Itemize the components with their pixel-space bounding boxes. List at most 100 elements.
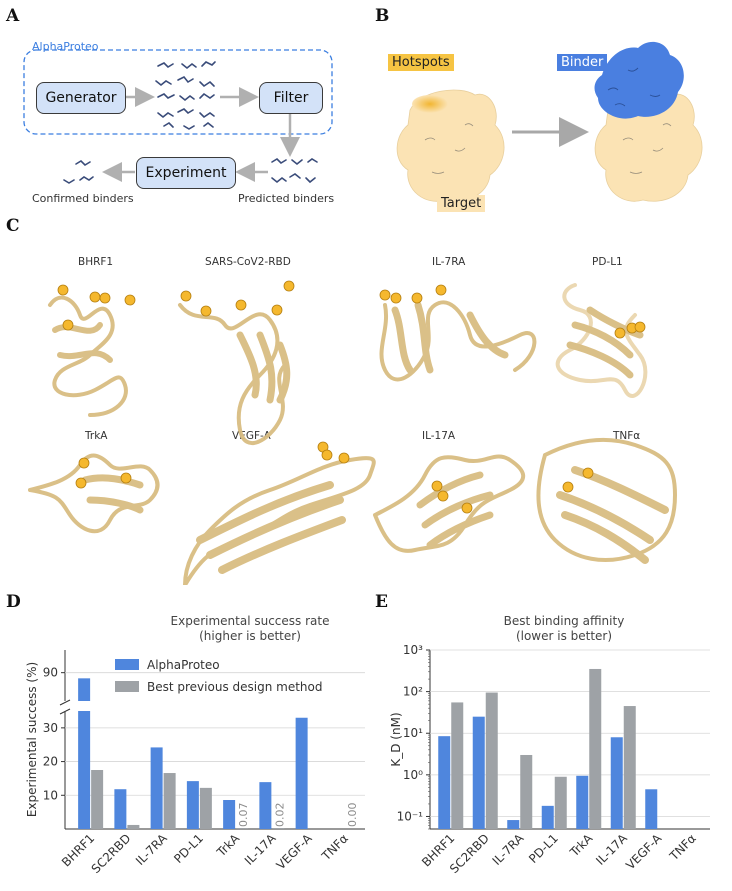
x-tick-label: TNFα <box>666 831 699 864</box>
structure-vegf-a <box>183 456 376 585</box>
x-tick-label: VEGF-A <box>623 831 665 873</box>
bar-previous <box>127 824 140 829</box>
experiment-box: Experiment <box>136 157 236 189</box>
y-axis-label: Experimental success (%) <box>25 662 39 817</box>
confirmed-binders-cluster <box>63 159 94 184</box>
bar-alphaproteo <box>223 800 236 829</box>
x-tick-label: TrkA <box>213 831 242 860</box>
bar-alphaproteo <box>295 717 308 829</box>
structure-il-7ra <box>379 300 537 382</box>
bar-previous <box>163 773 176 829</box>
y-tick-label: 10³ <box>403 643 423 657</box>
x-tick-label: IL-7RA <box>133 831 170 868</box>
structure-label-trka: TrkA <box>85 430 108 442</box>
bar-alphaproteo <box>610 737 623 829</box>
structure-label-tnfa: TNFα <box>613 430 641 442</box>
bar-value-label: 0.07 <box>237 803 250 828</box>
bar-alphaproteo <box>438 736 451 829</box>
y-tick-label: 30 <box>43 721 58 735</box>
structure-label-il-17a: IL-17A <box>422 430 456 442</box>
protein-structures <box>28 280 678 585</box>
panel-letter-d: D <box>6 592 21 612</box>
target-label: Target <box>437 195 486 212</box>
generator-box: Generator <box>36 82 126 114</box>
predicted-binders-label: Predicted binders <box>238 192 335 205</box>
bar-previous <box>485 692 498 829</box>
bar-alphaproteo <box>645 789 658 829</box>
panel-letter-e: E <box>375 592 388 612</box>
hotspot-spheres <box>57 280 646 514</box>
y-tick-label: 10² <box>403 685 423 699</box>
bar-alphaproteo <box>186 781 199 829</box>
structure-label-il-7ra: IL-7RA <box>432 256 466 268</box>
structure-label-pd-l1: PD-L1 <box>592 256 623 268</box>
chart-d-title: Experimental success rate <box>170 614 330 628</box>
panel-b-graphics <box>396 41 703 202</box>
bar-previous <box>272 828 285 829</box>
y-axis-label: K_D (nM) <box>389 712 403 766</box>
alphaproteo-label: AlphaProteo <box>32 40 99 53</box>
filter-box: Filter <box>259 82 323 114</box>
x-tick-label: TrkA <box>567 831 596 860</box>
bar-alphaproteo-upper <box>78 678 91 701</box>
bar-previous <box>91 770 104 829</box>
predicted-binders-cluster <box>271 157 318 184</box>
bar-value-label: 0.02 <box>273 803 286 828</box>
hotspot-patch <box>412 95 448 113</box>
bar-previous <box>623 706 636 829</box>
structure-il-17a <box>373 454 526 553</box>
confirmed-binders-label: Confirmed binders <box>32 192 134 205</box>
bar-alphaproteo <box>114 789 127 829</box>
panel-a-graphics <box>23 49 333 184</box>
target-surface-left <box>396 89 505 202</box>
bar-alphaproteo <box>150 747 163 829</box>
bar-alphaproteo <box>541 805 554 829</box>
x-tick-label: TNFα <box>318 831 351 864</box>
y-tick-label: 20 <box>43 755 58 769</box>
legend-swatch-alphaproteo <box>115 659 139 670</box>
y-tick-label: 10 <box>43 788 58 802</box>
chart-e-title: Best binding affinity <box>503 614 625 628</box>
chart-e-subtitle: (lower is better) <box>515 629 613 643</box>
bar-previous <box>520 754 533 829</box>
bar-alphaproteo <box>472 716 485 829</box>
y-tick-label: 10⁰ <box>403 768 423 782</box>
bar-alphaproteo <box>576 775 589 829</box>
legend-label-previous: Best previous design method <box>147 680 322 694</box>
structure-label-bhrf1: BHRF1 <box>78 256 114 268</box>
structure-pd-l1 <box>555 283 648 398</box>
bar-alphaproteo <box>78 711 91 829</box>
binder-label: Binder <box>557 54 608 71</box>
alphaproteo-frame <box>23 49 333 135</box>
x-tick-label: PD-L1 <box>171 831 206 866</box>
y-tick-label: 10⁻¹ <box>397 809 424 823</box>
y-tick-label: 10¹ <box>403 726 423 740</box>
structure-label-sars-cov2-rbd: SARS-CoV2-RBD <box>205 256 291 268</box>
panel-letter-a: A <box>6 6 20 26</box>
hotspots-label: Hotspots <box>388 54 454 71</box>
y-tick-label: 90 <box>43 666 58 680</box>
x-tick-label: SC2RBD <box>89 831 134 876</box>
bar-previous <box>199 787 212 829</box>
axis-break-mark <box>59 699 71 706</box>
candidate-binders-cluster <box>155 61 216 130</box>
x-tick-label: VEGF-A <box>274 831 316 873</box>
structure-tnfa <box>536 437 678 564</box>
structure-sars-cov2-rbd <box>178 303 291 445</box>
bar-previous <box>554 776 567 829</box>
panel-letter-b: B <box>375 6 390 26</box>
bar-alphaproteo <box>507 820 520 829</box>
bar-alphaproteo <box>259 782 272 829</box>
legend-label-alphaproteo: AlphaProteo <box>147 658 220 672</box>
structure-trka <box>28 453 160 534</box>
x-tick-label: IL-7RA <box>490 831 527 868</box>
binder-surface <box>594 41 684 119</box>
bar-previous <box>451 702 464 829</box>
bar-previous <box>589 668 602 829</box>
bar-value-label: 0.00 <box>346 803 359 828</box>
panel-letter-c: C <box>6 216 20 236</box>
structure-bhrf1 <box>48 295 128 417</box>
bar-previous <box>236 828 249 829</box>
